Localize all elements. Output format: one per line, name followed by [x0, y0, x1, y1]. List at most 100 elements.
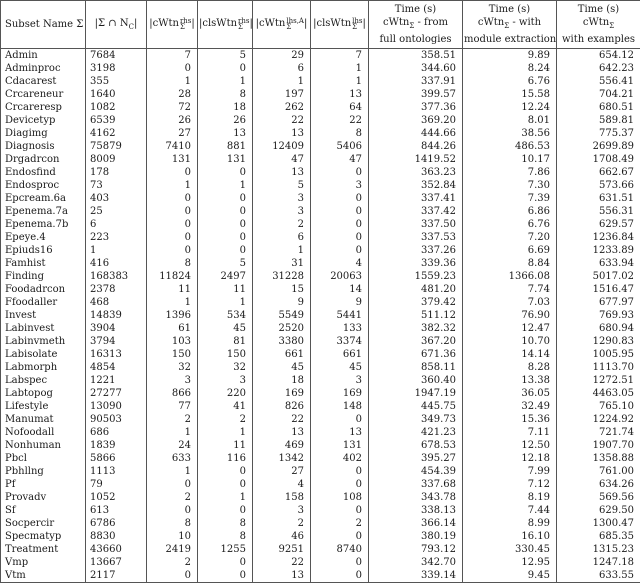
- time-module-cell: 486.53: [463, 140, 557, 153]
- clswtn-lhs-cell: 0: [311, 556, 369, 569]
- col-header-time-with-examples: Time (s) cWtnΣ with examples: [557, 1, 640, 49]
- cwtn-rhs-cell: 28: [147, 88, 198, 101]
- time-module-cell: 15.58: [463, 88, 557, 101]
- time-module-cell: 1366.08: [463, 270, 557, 283]
- clswtn-lhs-cell: 0: [311, 465, 369, 478]
- cwtn-rhs-cell: 0: [147, 504, 198, 517]
- clswtn-rhs-cell: 0: [198, 569, 253, 583]
- clswtn-rhs-cell: 45: [198, 322, 253, 335]
- time-module-cell: 14.14: [463, 348, 557, 361]
- cwtn-lhs-cell: 13: [253, 569, 311, 583]
- clswtn-lhs-cell: 13: [311, 426, 369, 439]
- time-full-cell: 671.36: [369, 348, 463, 361]
- clswtn-lhs-cell: 0: [311, 205, 369, 218]
- clswtn-lhs-cell: 20063: [311, 270, 369, 283]
- time-module-cell: 12.50: [463, 439, 557, 452]
- subset-name-cell: Epenema.7a: [1, 205, 86, 218]
- time-module-cell: 8.28: [463, 361, 557, 374]
- time-full-cell: 337.42: [369, 205, 463, 218]
- time-full-cell: 337.50: [369, 218, 463, 231]
- clswtn-lhs-cell: 5406: [311, 140, 369, 153]
- cwtn-rhs-cell: 0: [147, 569, 198, 583]
- time-full-cell: 352.84: [369, 179, 463, 192]
- subset-name-cell: Epenema.7b: [1, 218, 86, 231]
- time-examples-cell: 633.94: [557, 257, 640, 270]
- clswtn-lhs-cell: 3374: [311, 335, 369, 348]
- time-examples-cell: 1272.51: [557, 374, 640, 387]
- cwtn-rhs-cell: 0: [147, 231, 198, 244]
- cwtn-rhs-cell: 0: [147, 218, 198, 231]
- cwtn-lhs-cell: 18: [253, 374, 311, 387]
- col-header-subset-name: Subset Name Σ: [1, 1, 86, 49]
- cwtn-rhs-cell: 11824: [147, 270, 198, 283]
- cwtn-lhs-cell: 22: [253, 114, 311, 127]
- cwtn-rhs-cell: 1: [147, 179, 198, 192]
- cwtn-lhs-cell: 9: [253, 296, 311, 309]
- sigma-nc-cell: 90503: [86, 413, 147, 426]
- subset-name-cell: Adminproc: [1, 62, 86, 75]
- time-module-cell: 8.19: [463, 491, 557, 504]
- time-module-cell: 7.11: [463, 426, 557, 439]
- time-module-cell: 10.70: [463, 335, 557, 348]
- sigma-nc-cell: 6: [86, 218, 147, 231]
- cwtn-rhs-cell: 0: [147, 62, 198, 75]
- time-module-cell: 6.76: [463, 75, 557, 88]
- cwtn-rhs-cell: 77: [147, 400, 198, 413]
- subset-name-cell: Epiuds16: [1, 244, 86, 257]
- clswtn-rhs-cell: 0: [198, 465, 253, 478]
- clswtn-lhs-cell: 0: [311, 569, 369, 583]
- clswtn-rhs-cell: 18: [198, 101, 253, 114]
- cwtn-rhs-cell: 61: [147, 322, 198, 335]
- subset-name-cell: Admin: [1, 49, 86, 63]
- cwtn-lhs-cell: 158: [253, 491, 311, 504]
- clswtn-rhs-cell: 13: [198, 127, 253, 140]
- time-examples-cell: 629.50: [557, 504, 640, 517]
- clswtn-lhs-cell: 169: [311, 387, 369, 400]
- time-full-cell: 342.70: [369, 556, 463, 569]
- time-module-cell: 12.47: [463, 322, 557, 335]
- time-examples-cell: 761.00: [557, 465, 640, 478]
- time-examples-cell: 680.94: [557, 322, 640, 335]
- cwtn-rhs-cell: 866: [147, 387, 198, 400]
- clswtn-lhs-cell: 0: [311, 231, 369, 244]
- subset-name-cell: Nofoodall: [1, 426, 86, 439]
- cwtn-lhs-cell: 469: [253, 439, 311, 452]
- time-examples-cell: 1224.92: [557, 413, 640, 426]
- sigma-nc-cell: 2117: [86, 569, 147, 583]
- time-examples-cell: 769.93: [557, 309, 640, 322]
- cwtn-rhs-cell: 103: [147, 335, 198, 348]
- time-module-cell: 10.17: [463, 153, 557, 166]
- time-module-cell: 12.18: [463, 452, 557, 465]
- time-examples-cell: 2699.89: [557, 140, 640, 153]
- time-examples-cell: 1907.70: [557, 439, 640, 452]
- clswtn-lhs-cell: 1: [311, 75, 369, 88]
- time-module-cell: 8.99: [463, 517, 557, 530]
- cwtn-rhs-cell: 0: [147, 192, 198, 205]
- time-module-cell: 76.90: [463, 309, 557, 322]
- clswtn-rhs-cell: 0: [198, 244, 253, 257]
- clswtn-lhs-cell: 0: [311, 166, 369, 179]
- cwtn-lhs-cell: 22: [253, 413, 311, 426]
- cwtn-lhs-cell: 3: [253, 504, 311, 517]
- time-full-cell: 1419.52: [369, 153, 463, 166]
- time-module-cell: 6.69: [463, 244, 557, 257]
- time-full-cell: 454.39: [369, 465, 463, 478]
- subset-name-cell: Manumat: [1, 413, 86, 426]
- time-examples-cell: 4463.05: [557, 387, 640, 400]
- subset-name-cell: Foodadrcon: [1, 283, 86, 296]
- clswtn-rhs-cell: 0: [198, 478, 253, 491]
- time-module-cell: 15.36: [463, 413, 557, 426]
- subset-name-cell: Vtm: [1, 569, 86, 583]
- clswtn-lhs-cell: 64: [311, 101, 369, 114]
- subset-name-cell: Diagnosis: [1, 140, 86, 153]
